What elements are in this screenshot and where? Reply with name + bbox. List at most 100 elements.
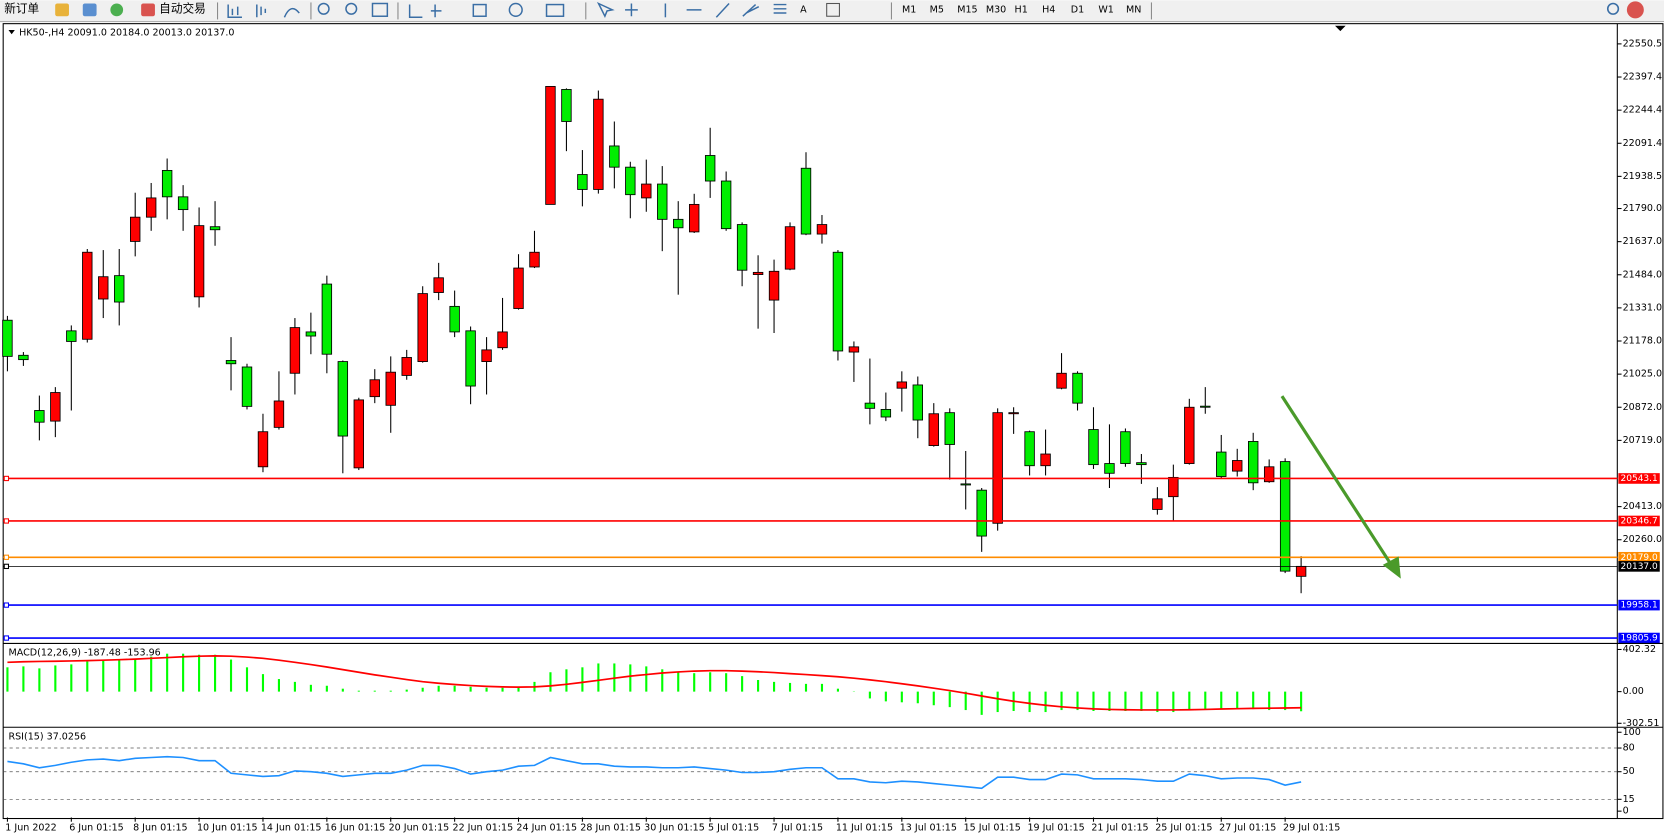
y-tick-label: 21938.5 bbox=[1623, 171, 1662, 182]
candle-body bbox=[864, 402, 876, 409]
candle-body bbox=[1056, 372, 1067, 389]
toolbar-icon[interactable] bbox=[82, 3, 97, 17]
text-tool-icon[interactable]: A bbox=[800, 4, 807, 15]
y-tick-label: 0.00 bbox=[1623, 686, 1644, 697]
candle-body bbox=[1008, 412, 1019, 415]
x-tick-label: 1 Jun 2022 bbox=[5, 823, 56, 834]
candle-body bbox=[369, 379, 380, 398]
candle-body bbox=[513, 267, 524, 309]
x-tick-label: 10 Jun 01:15 bbox=[197, 823, 258, 834]
candle-body bbox=[673, 218, 684, 229]
y-tick-label: 22550.5 bbox=[1623, 38, 1662, 49]
label-tool-icon[interactable] bbox=[826, 2, 840, 17]
timeframe-button[interactable]: H4 bbox=[1042, 4, 1055, 15]
toolbar-icon[interactable] bbox=[110, 3, 124, 17]
candle-body bbox=[449, 305, 460, 333]
timeframe-button[interactable]: D1 bbox=[1071, 4, 1084, 15]
candle-body bbox=[385, 371, 396, 406]
panel-title: MACD(12,26,9) -187.48 -153.96 bbox=[8, 647, 160, 658]
candle-body bbox=[1152, 498, 1163, 510]
y-tick-label: 22397.4 bbox=[1623, 72, 1662, 83]
trend-arrow-head bbox=[1382, 556, 1401, 579]
x-tick-label: 28 Jun 01:15 bbox=[580, 823, 641, 834]
price-label-box bbox=[1618, 473, 1660, 484]
search-icon[interactable] bbox=[1606, 2, 1620, 15]
y-tick-label: 50 bbox=[1623, 766, 1635, 777]
candle-body bbox=[145, 197, 157, 218]
candle-body bbox=[848, 346, 860, 353]
price-label-box bbox=[1618, 551, 1660, 563]
candle-body bbox=[545, 85, 556, 205]
y-tick-label: 22244.4 bbox=[1623, 105, 1662, 116]
candle-body bbox=[561, 89, 572, 122]
candle-body bbox=[1120, 431, 1131, 464]
candle-body bbox=[353, 399, 365, 469]
candle-body bbox=[880, 408, 892, 418]
candle-body bbox=[944, 412, 955, 445]
y-tick-label: 80 bbox=[1623, 743, 1635, 754]
price-label: 20179.0 bbox=[1620, 553, 1658, 563]
horizontal-line-handle bbox=[3, 563, 10, 570]
candle-body bbox=[704, 155, 716, 182]
timeframe-button[interactable]: H1 bbox=[1015, 4, 1028, 15]
candle-body bbox=[50, 392, 61, 422]
candle-body bbox=[1104, 463, 1115, 474]
auto-trading-icon[interactable] bbox=[141, 3, 155, 17]
panel-title: RSI(15) 37.0256 bbox=[8, 731, 86, 742]
x-tick-label: 21 Jul 01:15 bbox=[1091, 823, 1148, 834]
candle-body bbox=[82, 251, 93, 340]
candle-body bbox=[66, 330, 77, 342]
candle-body bbox=[1072, 372, 1083, 404]
y-tick-label: 20719.0 bbox=[1623, 435, 1662, 446]
timeframe-button[interactable]: M15 bbox=[957, 4, 977, 15]
candle-body bbox=[800, 167, 812, 235]
rsi-line bbox=[7, 755, 1302, 790]
price-label: 20346.7 bbox=[1620, 516, 1657, 526]
y-tick-label: 402.32 bbox=[1623, 644, 1656, 655]
alert-badge[interactable] bbox=[1626, 1, 1644, 19]
candle-body bbox=[1088, 429, 1099, 466]
x-tick-label: 24 Jun 01:15 bbox=[516, 823, 577, 834]
toolbar-icon[interactable] bbox=[55, 3, 69, 17]
new-order-button[interactable]: 新订单 bbox=[4, 1, 39, 15]
candle-body bbox=[752, 271, 764, 275]
candle-body bbox=[1168, 476, 1179, 498]
candle-body bbox=[1040, 453, 1051, 467]
timeframe-button[interactable]: M30 bbox=[986, 4, 1006, 15]
timeframe-button[interactable]: M1 bbox=[902, 4, 916, 15]
candle-body bbox=[321, 283, 333, 355]
y-tick-label: 21637.0 bbox=[1623, 236, 1662, 247]
y-tick-label: 0 bbox=[1623, 806, 1629, 817]
timeframe-button[interactable]: W1 bbox=[1098, 4, 1114, 15]
timeframe-button[interactable]: M5 bbox=[930, 4, 944, 15]
timeframe-button[interactable]: MN bbox=[1126, 4, 1141, 15]
y-tick-label: 20872.0 bbox=[1623, 402, 1662, 413]
candle-body bbox=[912, 384, 923, 421]
candle-body bbox=[1248, 441, 1259, 484]
candle-body bbox=[1216, 451, 1227, 477]
price-label-box bbox=[1618, 599, 1660, 611]
toolbar-tool-icons[interactable] bbox=[227, 1, 787, 19]
candle-body bbox=[481, 349, 492, 363]
y-tick-label: 15 bbox=[1623, 794, 1635, 805]
horizontal-line-handle bbox=[3, 518, 10, 524]
candle-body bbox=[337, 361, 349, 437]
candle-body bbox=[928, 413, 939, 446]
x-tick-label: 11 Jul 01:15 bbox=[836, 823, 893, 834]
candle-body bbox=[976, 489, 987, 537]
candle-body bbox=[1232, 460, 1243, 472]
y-tick-label: 100 bbox=[1623, 727, 1641, 738]
title-icon bbox=[8, 30, 15, 35]
candle-body bbox=[241, 366, 253, 407]
candle-body bbox=[784, 226, 796, 270]
y-tick-label: 21178.0 bbox=[1623, 336, 1662, 347]
x-tick-label: 22 Jun 01:15 bbox=[453, 823, 514, 834]
price-label: 19958.1 bbox=[1620, 601, 1657, 611]
candle-body bbox=[225, 360, 237, 365]
auto-trading-button[interactable]: 自动交易 bbox=[159, 1, 206, 15]
candle-body bbox=[1184, 406, 1195, 464]
candle-body bbox=[593, 98, 604, 190]
candle-body bbox=[816, 224, 828, 235]
